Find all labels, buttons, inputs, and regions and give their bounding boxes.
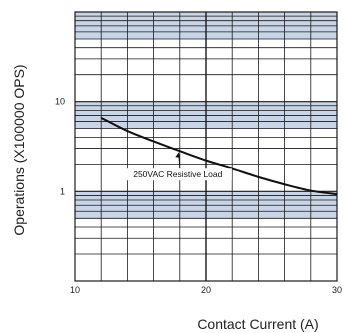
chart-series xyxy=(100,116,338,196)
chart-grid xyxy=(75,12,337,281)
chart-tick-labels: 10 20 30 10 1 xyxy=(55,97,342,295)
y-tick-label: 1 xyxy=(60,186,65,196)
annotation-label: 250VAC Resistive Load xyxy=(133,169,222,179)
plot-frame xyxy=(74,11,338,282)
y-axis-label: Operations (X100000 OPS) xyxy=(11,64,27,235)
x-tick-label: 30 xyxy=(332,285,342,295)
chart-annotations: 250VAC Resistive Load xyxy=(123,152,232,181)
x-tick-label: 10 xyxy=(70,285,80,295)
annotation-background xyxy=(123,168,232,181)
x-axis-label: Contact Current (A) xyxy=(197,316,318,332)
series-curve xyxy=(100,116,338,196)
x-tick-label: 20 xyxy=(201,285,211,295)
chart-plot-frame xyxy=(74,11,338,282)
y-tick-label: 10 xyxy=(55,97,65,107)
annotation-arrowhead xyxy=(175,152,180,158)
